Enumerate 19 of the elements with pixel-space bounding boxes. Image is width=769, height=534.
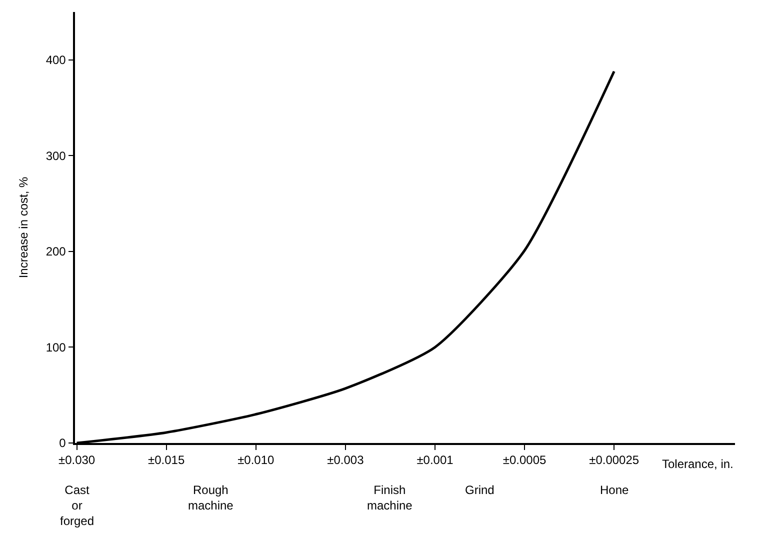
text: Grind [465, 483, 494, 497]
y-tick-label: 400 [46, 53, 66, 68]
x-tick-label: ±0.0005 [502, 453, 547, 468]
x-tick-label: ±0.001 [416, 453, 454, 468]
text: Rough machine [188, 483, 234, 513]
x-axis-title: Tolerance, in. [662, 457, 734, 471]
x-tick-label: ±0.00025 [589, 453, 640, 468]
text: Cast or forged [60, 483, 94, 528]
x-tick-label: ±0.030 [58, 453, 96, 468]
x-tick-label: ±0.010 [238, 453, 275, 468]
y-tick-label: 0 [59, 436, 66, 450]
x-tick-label: ±0.003 [327, 453, 364, 468]
y-tick-label: 100 [46, 340, 66, 354]
x-tick-label: ±0.015 [148, 453, 185, 468]
y-axis-title: Increase in cost, % [16, 176, 31, 278]
text: Hone [600, 483, 630, 497]
y-tick-label: 300 [46, 148, 66, 163]
text: Finish machine [367, 483, 413, 513]
y-tick-label: 200 [46, 244, 66, 259]
